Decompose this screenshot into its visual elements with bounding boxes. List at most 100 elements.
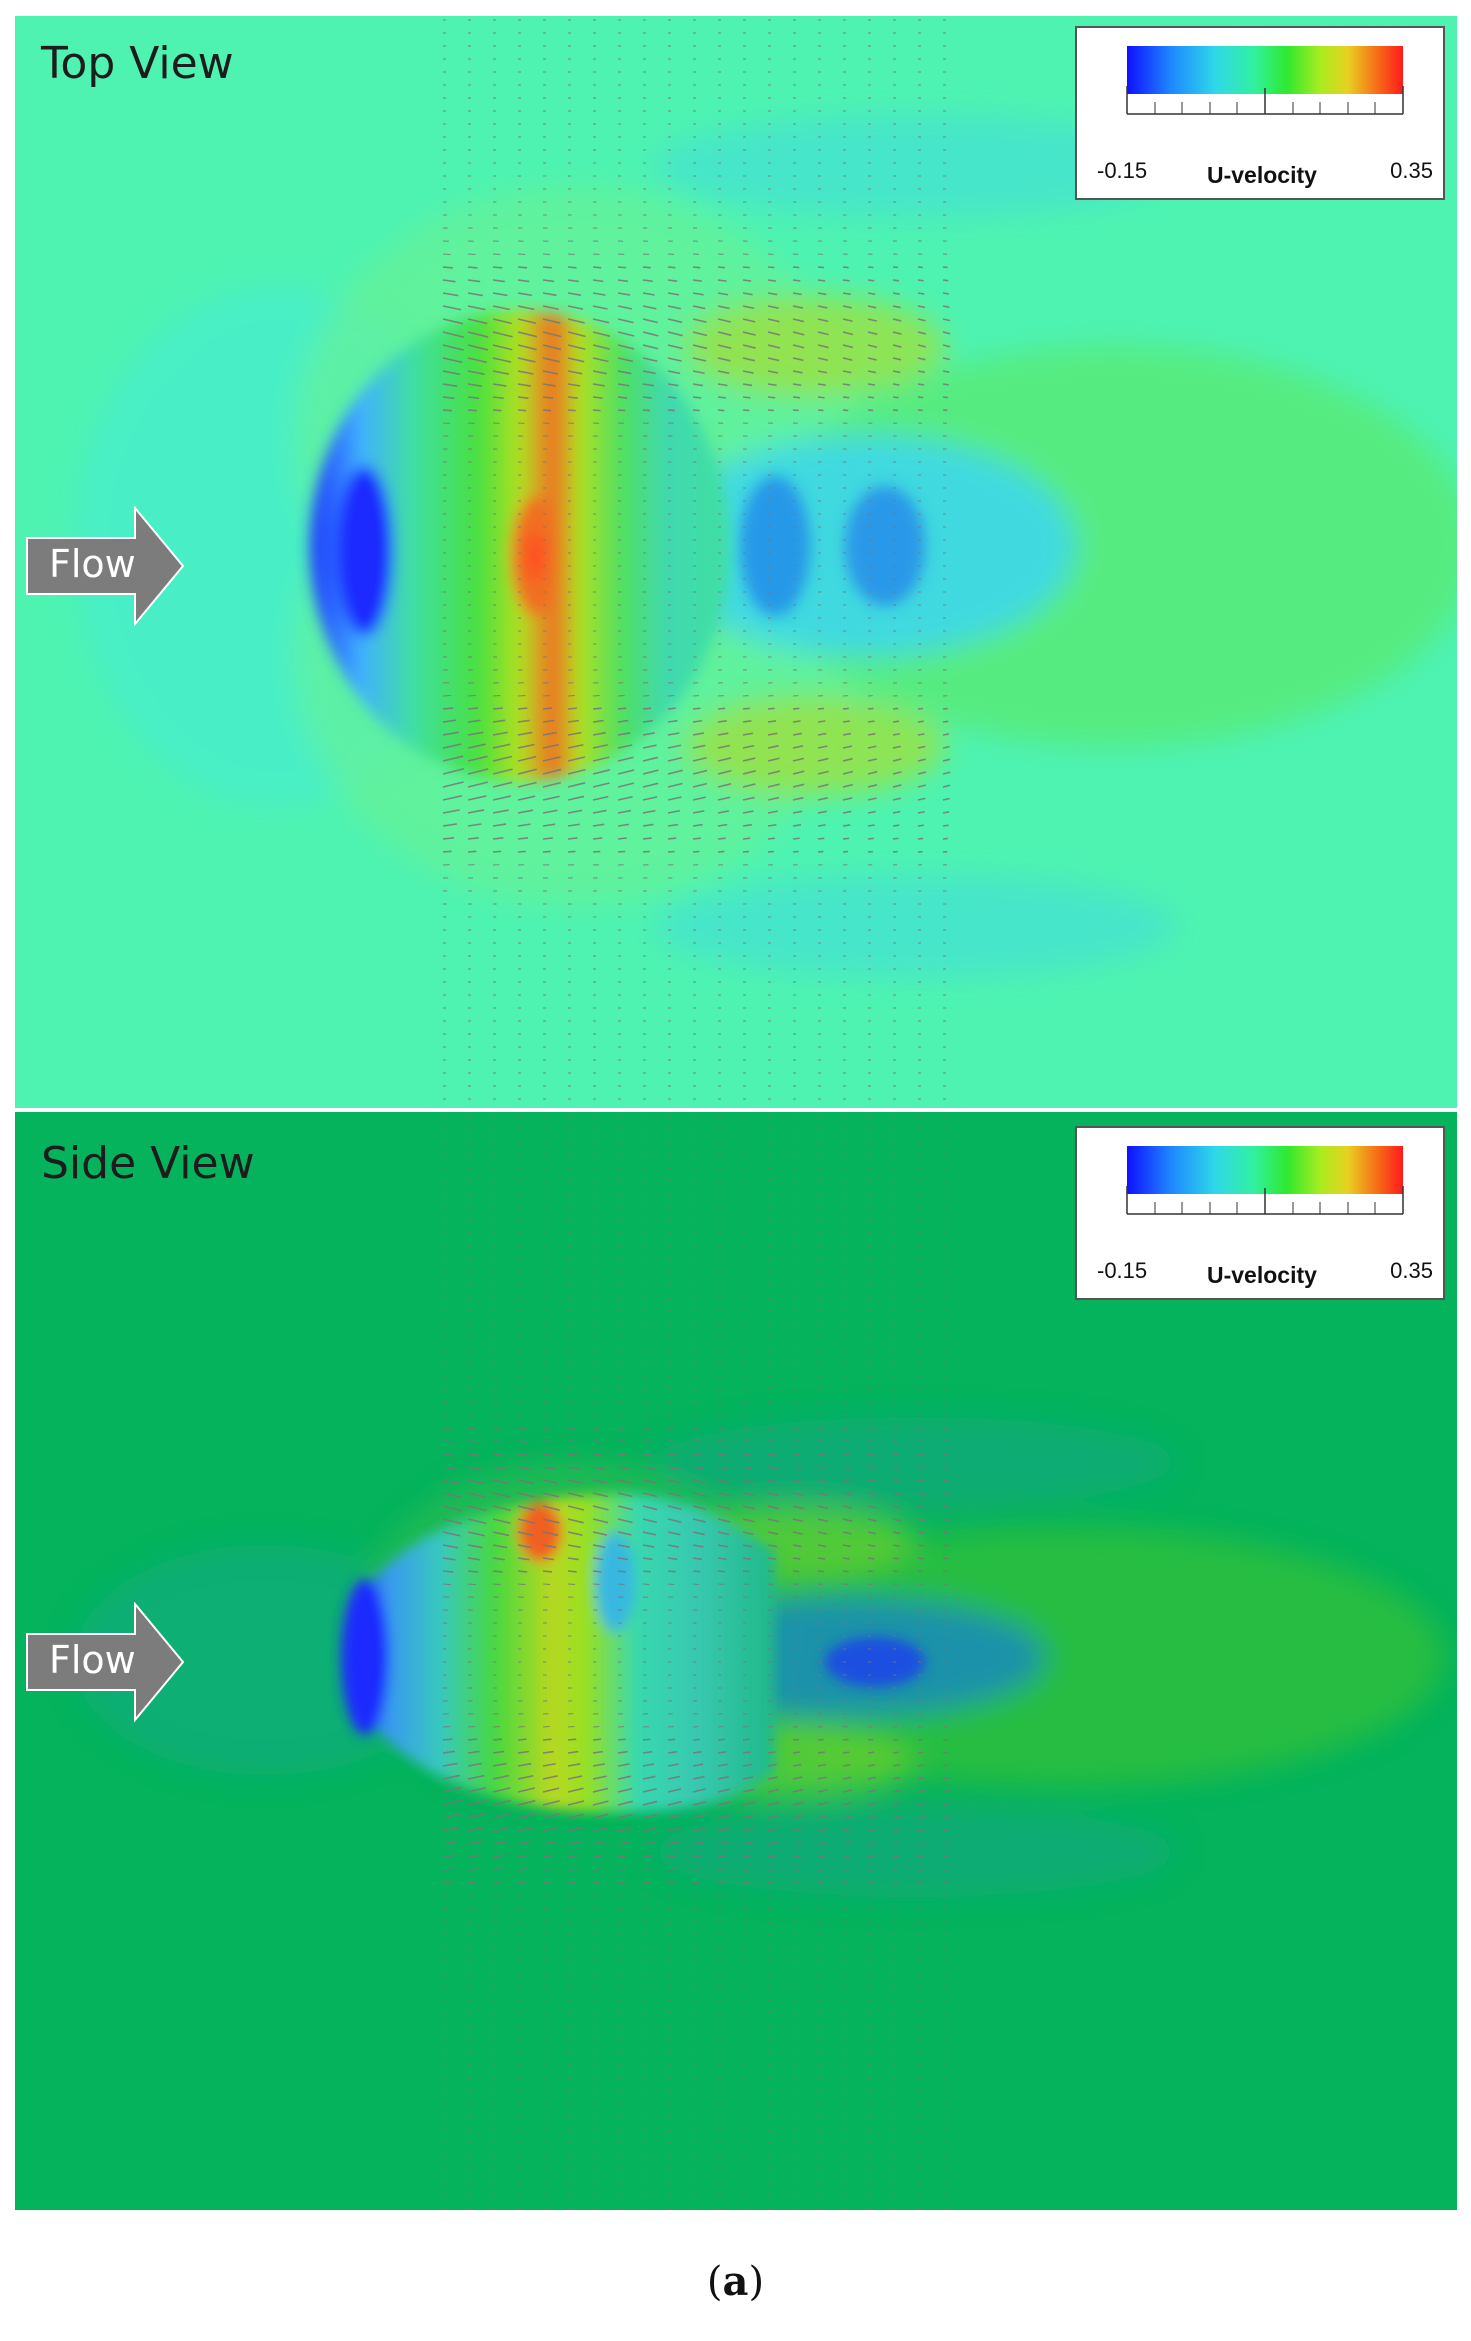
velocity-vector — [817, 383, 826, 387]
velocity-vector — [617, 409, 626, 412]
velocity-vector — [517, 305, 535, 311]
velocity-vector — [717, 1570, 726, 1573]
velocity-vector — [817, 305, 828, 309]
velocity-vector — [917, 733, 925, 736]
velocity-vector — [542, 1813, 560, 1819]
velocity-vector — [467, 344, 489, 351]
velocity-vector — [692, 1827, 706, 1832]
velocity-vector — [467, 383, 482, 387]
velocity-vector — [667, 1827, 681, 1832]
velocity-vector — [642, 305, 657, 310]
velocity-vector — [767, 1479, 779, 1483]
velocity-vector — [717, 707, 726, 710]
velocity-vector — [767, 1738, 775, 1741]
velocity-vector — [917, 720, 924, 723]
velocity-vector — [617, 357, 634, 363]
velocity-vector — [567, 1840, 582, 1845]
velocity-vector — [442, 1881, 452, 1884]
velocity-vector — [542, 809, 558, 814]
velocity-vector — [917, 279, 924, 282]
velocity-vector — [717, 305, 730, 310]
velocity-vector — [442, 1518, 462, 1525]
velocity-vector — [767, 266, 775, 269]
velocity-vector — [717, 783, 732, 788]
velocity-vector — [592, 782, 610, 788]
velocity-vector — [717, 1557, 727, 1561]
velocity-vector — [592, 1492, 609, 1498]
velocity-vector — [617, 318, 634, 324]
velocity-vector — [667, 1557, 678, 1561]
velocity-vector — [867, 797, 877, 801]
velocity-vector — [767, 370, 779, 374]
velocity-vector — [867, 824, 875, 827]
velocity-vector — [442, 755, 464, 762]
velocity-vector — [767, 770, 781, 775]
side-view-contour-plot — [15, 1112, 1457, 2210]
velocity-vector — [492, 837, 504, 840]
velocity-vector — [492, 731, 508, 736]
velocity-vector — [742, 305, 755, 310]
velocity-vector — [642, 331, 659, 337]
velocity-vector — [742, 744, 755, 749]
velocity-vector — [542, 1505, 560, 1511]
velocity-vector — [917, 1570, 923, 1573]
velocity-vector — [842, 707, 849, 710]
velocity-vector — [792, 1776, 803, 1780]
velocity-vector — [467, 1738, 478, 1741]
velocity-vector — [517, 279, 530, 283]
velocity-vector — [617, 809, 632, 814]
velocity-vector — [642, 292, 655, 296]
velocity-vector — [442, 823, 457, 827]
velocity-vector — [742, 318, 756, 323]
velocity-vector — [442, 719, 457, 723]
velocity-vector — [892, 784, 902, 788]
velocity-vector — [567, 1813, 584, 1819]
velocity-vector — [892, 344, 902, 348]
velocity-vector — [617, 305, 633, 310]
velocity-vector — [467, 1453, 480, 1457]
velocity-vector — [792, 331, 805, 336]
velocity-vector — [792, 770, 805, 775]
velocity-vector — [867, 1479, 877, 1483]
velocity-vector — [542, 279, 555, 283]
velocity-vector — [492, 1868, 503, 1871]
velocity-vector — [817, 1466, 827, 1470]
velocity-vector — [567, 331, 586, 338]
velocity-vector — [767, 720, 777, 723]
velocity-vector — [942, 1557, 949, 1560]
top-view-body — [310, 311, 925, 781]
velocity-vector — [742, 383, 753, 387]
velocity-vector — [542, 1544, 557, 1549]
velocity-vector — [692, 1518, 706, 1523]
colorbar-title: U-velocity — [1207, 1262, 1317, 1288]
velocity-vector — [542, 1583, 551, 1586]
velocity-vector — [767, 357, 780, 362]
velocity-vector — [742, 1827, 754, 1832]
velocity-vector — [742, 1814, 755, 1819]
velocity-vector — [442, 1531, 461, 1537]
velocity-vector — [592, 850, 601, 853]
velocity-vector — [492, 768, 513, 775]
velocity-vector — [467, 1557, 481, 1561]
velocity-vector — [817, 1570, 825, 1573]
velocity-vector — [567, 1466, 581, 1471]
velocity-vector — [692, 1466, 704, 1470]
velocity-vector — [592, 1505, 609, 1511]
velocity-vector — [692, 1788, 706, 1793]
velocity-vector — [842, 1440, 849, 1443]
velocity-vector — [517, 707, 528, 710]
velocity-vector — [517, 1854, 530, 1858]
velocity-vector — [567, 266, 577, 269]
velocity-vector — [517, 1881, 526, 1884]
velocity-vector — [442, 1840, 459, 1845]
velocity-vector — [467, 370, 485, 375]
velocity-vector — [542, 1881, 551, 1884]
velocity-vector — [892, 1518, 902, 1522]
velocity-vector — [817, 1801, 829, 1806]
velocity-vector — [592, 809, 607, 814]
velocity-vector — [667, 1854, 678, 1858]
velocity-vector — [717, 1775, 730, 1780]
velocity-vector — [642, 744, 657, 749]
velocity-vector — [492, 707, 503, 710]
velocity-vector — [817, 810, 827, 814]
